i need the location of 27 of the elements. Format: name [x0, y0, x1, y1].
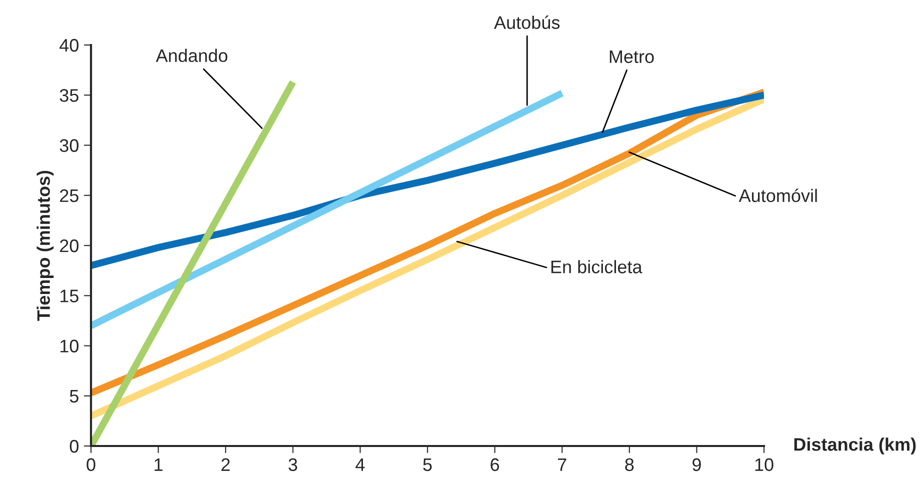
- y-tick-label: 30: [60, 139, 78, 152]
- x-tick-label: 10: [755, 458, 774, 472]
- y-tick-label: 5: [70, 390, 78, 403]
- y-tick-label: 20: [60, 239, 78, 252]
- y-tick-label: 15: [60, 290, 78, 302]
- x-tick-label: 8: [625, 458, 634, 472]
- y-tick-label: 25: [60, 189, 78, 202]
- annotation: Autobús: [494, 16, 560, 29]
- annotation: Metro: [610, 50, 654, 64]
- x-tick-label: 9: [692, 458, 701, 472]
- annotation: Andando: [156, 48, 228, 62]
- y-tick-label: 10: [60, 340, 78, 352]
- x-axis-title: Distancia (km): [794, 438, 916, 454]
- annotation: En bicicleta: [551, 260, 642, 274]
- x-tick-label: 3: [288, 458, 298, 472]
- annotation: Automóvil: [738, 188, 817, 202]
- x-tick-label: 0: [86, 458, 96, 472]
- x-tick-label: 7: [558, 458, 566, 471]
- x-tick-label: 2: [221, 458, 230, 471]
- y-axis-title: Tiempo (minutos): [36, 170, 54, 321]
- x-tick-label: 4: [356, 458, 365, 471]
- y-tick-label: 35: [60, 89, 78, 102]
- x-tick-label: 1: [154, 458, 162, 471]
- y-tick-label: 40: [60, 38, 78, 52]
- x-tick-label: 5: [423, 458, 432, 472]
- x-tick-label: 6: [490, 458, 500, 472]
- y-tick-label: 0: [70, 440, 78, 453]
